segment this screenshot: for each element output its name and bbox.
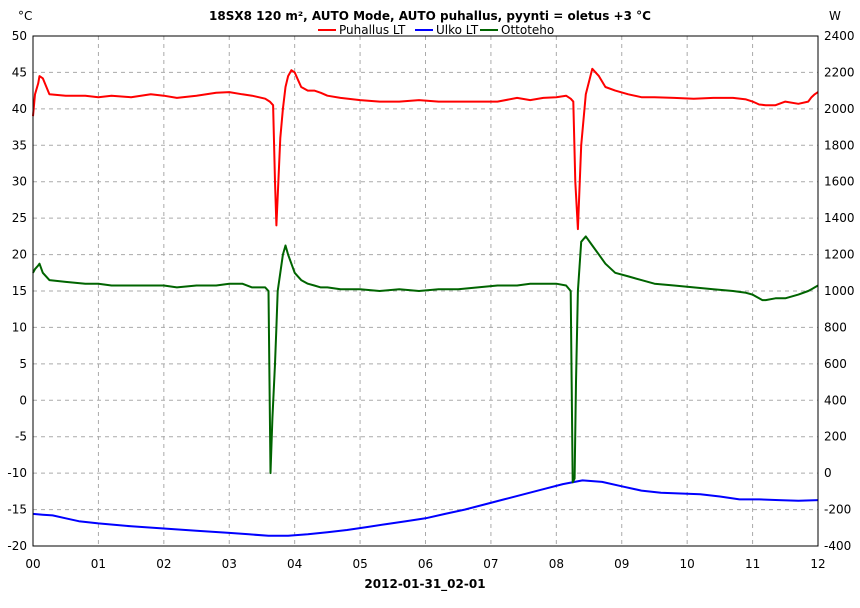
y-tick-right-7: 1000 [824, 284, 855, 298]
y-tick-left-2: -10 [7, 466, 27, 480]
y-tick-left-4: 0 [19, 393, 27, 407]
y-tick-right-11: 1800 [824, 138, 855, 152]
y-tick-left-3: -5 [15, 430, 27, 444]
x-tick-label-9: 09 [614, 557, 629, 571]
y-tick-left-0: -20 [7, 539, 27, 553]
legend-label-0: Puhallus LT [339, 23, 406, 37]
x-tick-label-11: 11 [745, 557, 760, 571]
x-tick-label-12: 12 [810, 557, 825, 571]
x-tick-label-0: 00 [25, 557, 40, 571]
y-tick-right-10: 1600 [824, 175, 855, 189]
chart-title: 18SX8 120 m², AUTO Mode, AUTO puhallus, … [209, 9, 651, 23]
x-tick-label-10: 10 [680, 557, 695, 571]
y-tick-right-3: 200 [824, 430, 847, 444]
x-axis-label: 2012-01-31_02-01 [364, 577, 485, 592]
x-tick-label-5: 05 [352, 557, 367, 571]
y-tick-left-10: 30 [12, 175, 27, 189]
y-tick-right-1: -200 [824, 503, 851, 517]
x-tick-label-1: 01 [91, 557, 106, 571]
legend-label-2: Ottoteho [501, 23, 554, 37]
x-tick-label-7: 07 [483, 557, 498, 571]
y-unit-left: °C [18, 9, 32, 23]
y-tick-left-5: 5 [19, 357, 27, 371]
y-ticks-left: -20 -15 -10 -5 0 5 10 15 20 25 30 35 40 45 50 [7, 29, 27, 553]
series-line-1 [32, 479, 819, 537]
y-tick-right-13: 2200 [824, 65, 855, 79]
y-tick-left-13: 45 [12, 65, 27, 79]
y-tick-left-1: -15 [7, 503, 27, 517]
y-tick-left-11: 35 [12, 138, 27, 152]
y-tick-right-2: 0 [824, 466, 832, 480]
y-tick-left-7: 15 [12, 284, 27, 298]
y-tick-left-8: 20 [12, 248, 27, 262]
y-tick-right-6: 800 [824, 320, 847, 334]
y-tick-left-9: 25 [12, 211, 27, 225]
y-unit-right: W [829, 9, 841, 23]
legend: Puhallus LT Ulko LT Ottoteho [318, 23, 554, 37]
y-tick-left-12: 40 [12, 102, 27, 116]
x-tick-label-2: 02 [156, 557, 171, 571]
y-tick-right-0: -400 [824, 539, 851, 553]
y-tick-left-6: 10 [12, 320, 27, 334]
series-layer [32, 67, 819, 537]
y-tick-right-12: 2000 [824, 102, 855, 116]
y-tick-right-9: 1400 [824, 211, 855, 225]
series-line-0 [32, 67, 819, 231]
y-tick-left-14: 50 [12, 29, 27, 43]
x-ticks: 00 01 02 03 04 05 06 07 08 09 10 11 12 [25, 557, 825, 571]
legend-label-1: Ulko LT [436, 23, 479, 37]
x-tick-label-4: 04 [287, 557, 302, 571]
y-tick-right-5: 600 [824, 357, 847, 371]
y-tick-right-14: 2400 [824, 29, 855, 43]
x-tick-label-6: 06 [418, 557, 433, 571]
y-ticks-right: -400 -200 0 200 400 600 800 1000 1200 1400 1600 180… [824, 29, 855, 553]
y-tick-right-8: 1200 [824, 248, 855, 262]
y-tick-right-4: 400 [824, 393, 847, 407]
x-tick-label-8: 08 [549, 557, 564, 571]
plot-frame [32, 35, 819, 547]
x-tick-label-3: 03 [222, 557, 237, 571]
series-line-2 [32, 235, 819, 484]
